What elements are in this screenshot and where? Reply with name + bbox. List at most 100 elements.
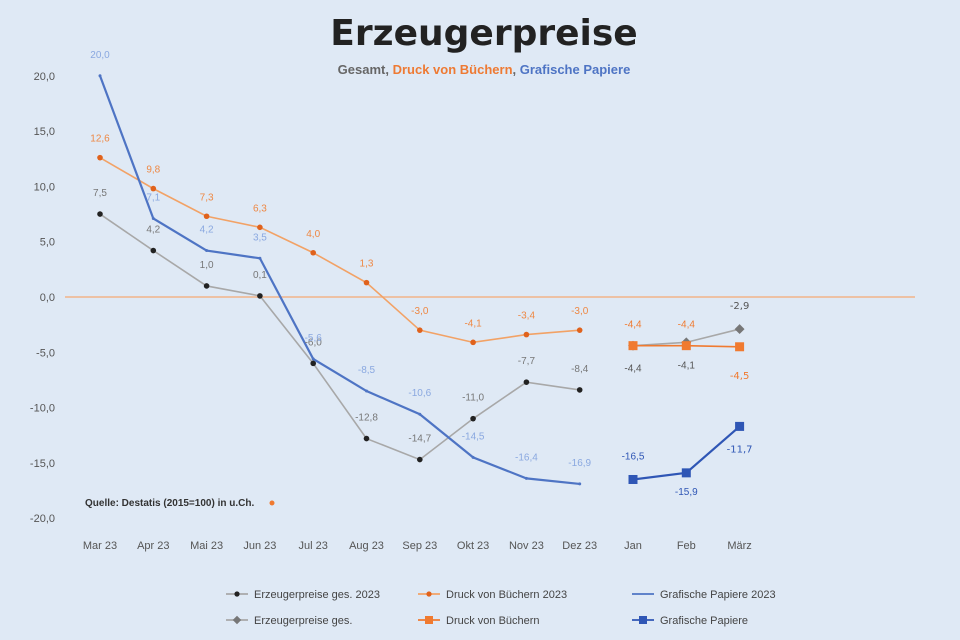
data-point: [205, 249, 209, 253]
data-point: [203, 213, 210, 220]
series-5: [628, 421, 745, 484]
data-label: -2,9: [730, 301, 750, 312]
data-point: [257, 224, 263, 231]
x-tick-label: Jun 23: [243, 540, 276, 552]
data-point: [681, 468, 691, 478]
data-label: 6,3: [253, 203, 267, 214]
chart-subtitle: Gesamt, Druck von Büchern, Grafische Pap…: [338, 62, 631, 77]
x-axis: Mar 23 Apr 23 Mai 23 Jun 23 Jul 23 Aug 23 Sep …: [83, 540, 752, 552]
data-point: [363, 279, 370, 286]
data-label: -8,4: [571, 364, 589, 375]
data-label: -3,4: [518, 311, 536, 322]
y-tick-label: 20,0: [34, 71, 55, 83]
data-point: [365, 389, 368, 393]
series-layer: [97, 74, 745, 486]
data-point: [471, 455, 475, 459]
data-point: [470, 415, 476, 422]
data-point: [470, 339, 476, 346]
x-tick-label: Sep 23: [402, 540, 437, 552]
x-tick-label: Mai 23: [190, 540, 223, 552]
legend-label: Druck von Büchern 2023: [446, 589, 567, 601]
legend-item: Erzeugerpreise ges. 2023: [226, 589, 380, 601]
data-label: -7,7: [518, 356, 536, 367]
legend-swatch-marker: [426, 591, 432, 597]
data-label: 7,5: [93, 188, 107, 199]
data-label: -16,4: [515, 452, 538, 463]
legend-item: Druck von Büchern 2023: [418, 589, 567, 601]
data-label: -3,0: [411, 306, 429, 317]
data-point: [734, 324, 745, 335]
y-tick-label: 0,0: [40, 292, 55, 304]
data-label: 12,6: [90, 134, 110, 145]
subtitle-part-papers: Grafische Papiere: [520, 62, 631, 77]
data-label: -14,5: [462, 431, 485, 442]
legend: Erzeugerpreise ges. 2023 Druck von Bücher…: [226, 589, 776, 627]
x-tick-label: März: [727, 540, 751, 552]
y-tick-label: -5,0: [36, 347, 55, 359]
x-tick-label: Jul 23: [299, 540, 328, 552]
data-label: -4,1: [678, 360, 696, 371]
subtitle-part-books: Druck von Büchern: [393, 62, 513, 77]
data-label: 3,5: [253, 232, 267, 243]
series-2: [98, 74, 582, 486]
data-label: 7,3: [200, 192, 214, 203]
data-label: 9,8: [146, 165, 160, 176]
data-point: [310, 360, 317, 367]
data-point: [98, 74, 102, 78]
data-point: [735, 342, 745, 352]
data-label: 7,1: [146, 192, 160, 203]
data-point: [735, 421, 745, 431]
legend-label: Grafische Papiere 2023: [660, 589, 776, 601]
data-label: -14,7: [408, 434, 431, 445]
data-point: [203, 283, 210, 289]
chart-title: Erzeugerpreise: [330, 13, 637, 54]
data-label: -6,0: [305, 337, 323, 348]
data-point: [363, 435, 370, 442]
subtitle-part-total: Gesamt,: [338, 62, 393, 77]
data-point: [418, 412, 422, 416]
data-point: [628, 341, 638, 351]
series-1: [97, 154, 583, 346]
legend-swatch-marker: [639, 616, 647, 624]
data-point: [681, 341, 691, 351]
series-0: [97, 211, 583, 463]
data-label: -15,9: [675, 487, 698, 498]
source-note: Quelle: Destatis (2015=100) in u.Ch.: [85, 498, 254, 509]
data-point: [523, 331, 530, 338]
data-label: 4,2: [200, 225, 214, 236]
legend-item: Grafische Papiere 2023: [632, 589, 776, 601]
data-point: [523, 379, 530, 385]
y-tick-label: 5,0: [40, 237, 55, 249]
data-point: [576, 387, 583, 393]
data-label: -16,5: [622, 451, 645, 462]
data-label: -16,9: [568, 458, 591, 469]
data-point: [97, 154, 103, 161]
legend-label: Druck von Büchern: [446, 615, 540, 627]
data-label: -5,6: [305, 333, 323, 344]
data-point: [97, 211, 103, 217]
data-label: -12,8: [355, 413, 378, 424]
x-tick-label: Feb: [677, 540, 696, 552]
data-label: -4,4: [624, 364, 642, 375]
data-point: [628, 474, 638, 484]
data-point: [578, 482, 582, 486]
legend-item: Erzeugerpreise ges.: [226, 615, 352, 627]
y-tick-label: 15,0: [34, 126, 55, 138]
y-tick-label: -20,0: [30, 513, 55, 525]
data-point: [257, 293, 263, 299]
legend-label: Grafische Papiere: [660, 615, 748, 627]
y-axis: 20,0 15,0 10,0 5,0 0,0 -5,0 -10,0 -15,0 -20,0: [30, 71, 55, 525]
y-tick-label: -10,0: [30, 403, 55, 415]
data-label: 1,0: [200, 260, 214, 271]
data-label: 0,1: [253, 270, 267, 281]
data-label: -4,4: [624, 320, 642, 331]
x-tick-label: Nov 23: [509, 540, 544, 552]
subtitle-part-separator: ,: [513, 62, 520, 77]
data-point: [417, 327, 423, 333]
x-tick-label: Okt 23: [457, 540, 489, 552]
data-label: 4,0: [306, 229, 320, 240]
data-label: 20,0: [90, 50, 110, 61]
data-label: -4,1: [464, 318, 482, 329]
legend-swatch-marker: [425, 616, 433, 624]
